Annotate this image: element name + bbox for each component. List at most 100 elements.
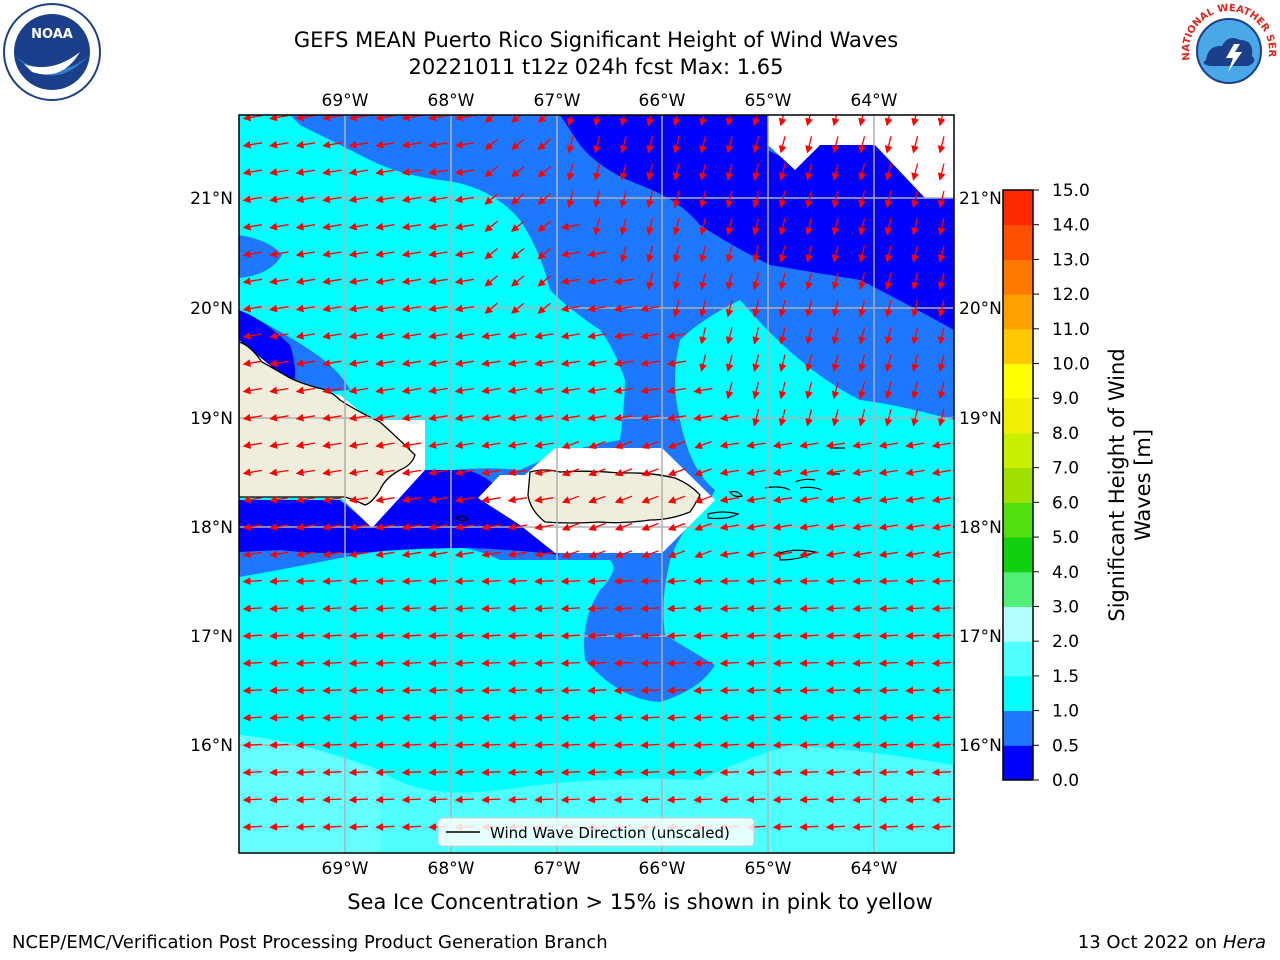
direction-arrow	[931, 741, 952, 749]
direction-arrow	[746, 495, 766, 504]
direction-arrow	[719, 741, 740, 749]
direction-arrow	[752, 115, 760, 127]
direction-arrow	[911, 218, 919, 236]
direction-arrow	[428, 250, 448, 258]
direction-arrow	[269, 250, 289, 258]
colorbar-segment	[1003, 467, 1033, 503]
direction-arrow	[805, 299, 813, 318]
direction-arrow	[481, 631, 501, 640]
direction-arrow	[646, 136, 654, 154]
direction-arrow	[693, 795, 713, 804]
direction-arrow	[295, 659, 316, 668]
direction-arrow	[931, 577, 952, 586]
direction-arrow	[858, 409, 866, 427]
direction-arrow	[507, 359, 528, 367]
direction-arrow	[640, 659, 660, 668]
direction-arrow	[587, 631, 607, 640]
direction-arrow	[878, 577, 899, 586]
direction-arrow	[401, 550, 422, 559]
direction-arrow	[269, 795, 289, 804]
direction-arrow	[931, 631, 952, 640]
direction-arrow	[778, 409, 787, 427]
direction-arrow	[825, 468, 846, 477]
direction-arrow	[613, 577, 634, 586]
direction-arrow	[375, 168, 395, 176]
direction-arrow	[666, 413, 687, 422]
lat-label-right: 21°N	[959, 189, 1002, 209]
direction-arrow	[778, 327, 787, 345]
direction-arrow	[613, 795, 634, 804]
direction-arrow	[825, 686, 846, 695]
direction-arrow	[640, 686, 660, 695]
direction-arrow	[560, 741, 581, 749]
direction-arrow	[619, 115, 628, 127]
direction-arrow	[878, 631, 899, 640]
direction-arrow	[905, 768, 925, 777]
direction-arrow	[931, 495, 952, 504]
direction-arrow	[375, 550, 395, 559]
direction-arrow	[752, 163, 760, 181]
direction-arrow	[878, 713, 899, 722]
direction-arrow	[507, 604, 528, 613]
colorbar-tick-label: 15.0	[1052, 181, 1090, 201]
lat-label-left: 16°N	[190, 736, 233, 756]
direction-arrow	[560, 222, 581, 231]
direction-arrow	[560, 359, 581, 367]
direction-arrow	[619, 136, 628, 154]
direction-arrow	[905, 523, 925, 531]
direction-arrow	[295, 795, 316, 804]
direction-arrow	[375, 686, 395, 695]
direction-arrow	[694, 550, 712, 559]
direction-arrow	[694, 495, 712, 504]
direction-arrow	[269, 468, 289, 477]
direction-arrow	[295, 195, 316, 204]
direction-arrow	[401, 577, 422, 586]
direction-arrow	[852, 495, 872, 504]
direction-arrow	[348, 468, 369, 477]
colorbar-segment	[1003, 502, 1033, 538]
lon-label-top: 65°W	[745, 91, 792, 111]
direction-arrow	[593, 163, 601, 181]
direction-arrow	[428, 304, 448, 313]
direction-arrow	[752, 190, 760, 209]
direction-arrow	[348, 604, 369, 613]
direction-arrow	[560, 277, 581, 286]
direction-arrow	[322, 523, 342, 531]
direction-arrow	[858, 354, 866, 372]
direction-arrow	[825, 441, 846, 449]
direction-arrow	[905, 468, 925, 477]
direction-arrow	[931, 523, 952, 531]
direction-arrow	[672, 218, 681, 236]
direction-arrow	[322, 413, 342, 422]
colorbar-segment	[1003, 432, 1033, 469]
direction-arrow	[937, 327, 946, 345]
colorbar-tick-label: 13.0	[1052, 250, 1090, 270]
direction-arrow	[694, 522, 712, 531]
colorbar-segment	[1003, 294, 1033, 330]
direction-arrow	[884, 190, 893, 209]
direction-arrow	[454, 523, 475, 531]
direction-arrow	[561, 468, 580, 477]
direction-arrow	[481, 768, 501, 777]
direction-arrow	[401, 277, 422, 286]
direction-arrow	[937, 245, 946, 263]
direction-arrow	[825, 795, 846, 804]
direction-arrow	[428, 168, 448, 176]
direction-arrow	[911, 190, 919, 209]
lat-label-right: 16°N	[959, 736, 1002, 756]
lon-label-top: 64°W	[851, 91, 898, 111]
direction-arrow	[507, 686, 528, 695]
direction-arrow	[295, 331, 316, 340]
direction-arrow	[454, 250, 475, 258]
direction-arrow	[401, 413, 422, 422]
direction-arrow	[693, 631, 713, 640]
direction-arrow	[619, 245, 628, 263]
direction-arrow	[878, 823, 899, 831]
direction-arrow	[778, 163, 787, 181]
direction-arrow	[428, 468, 448, 477]
direction-arrow	[614, 522, 633, 531]
direction-arrow	[242, 413, 263, 422]
direction-arrow	[534, 577, 554, 586]
direction-arrow	[481, 795, 501, 804]
direction-arrow	[672, 245, 681, 263]
